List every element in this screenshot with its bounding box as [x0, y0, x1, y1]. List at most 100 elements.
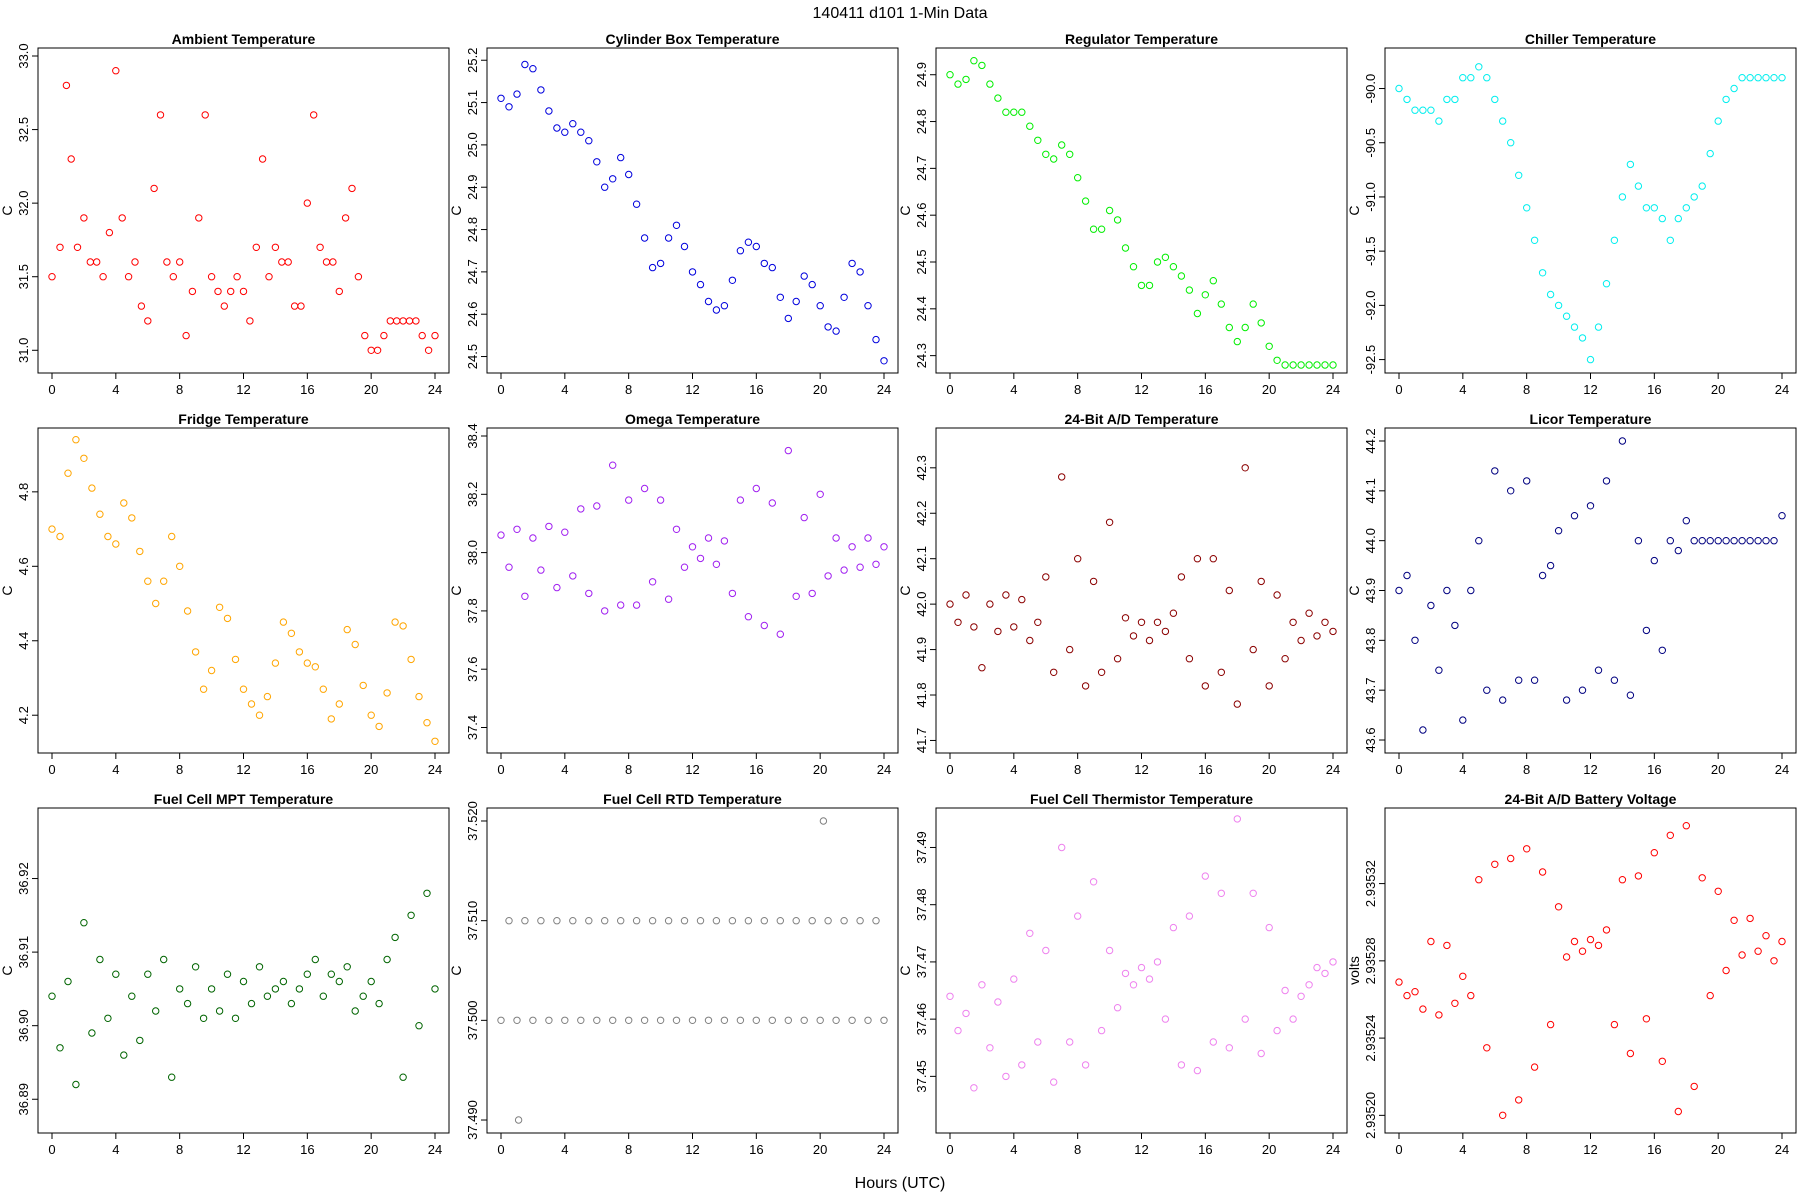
- data-point: [1435, 666, 1443, 674]
- data-point: [1642, 626, 1651, 635]
- y-tick-label: 24.5: [465, 344, 480, 369]
- x-tick-label: 4: [1010, 1142, 1017, 1157]
- data-point: [137, 302, 146, 310]
- data-point: [832, 534, 840, 542]
- data-point: [415, 1021, 423, 1030]
- data-point: [521, 592, 529, 600]
- y-tick-label: 4.6: [16, 557, 31, 575]
- data-point: [1321, 969, 1329, 978]
- data-point: [1515, 1096, 1523, 1104]
- x-tick-label: 0: [946, 1142, 953, 1157]
- x-tick-label: 16: [749, 382, 763, 397]
- y-axis-label: C: [1346, 585, 1362, 595]
- data-point: [319, 992, 327, 1000]
- data-point: [207, 985, 216, 993]
- data-point: [1491, 860, 1499, 868]
- data-point: [1121, 614, 1130, 622]
- data-point: [199, 685, 208, 693]
- y-tick-label: 36.92: [16, 862, 31, 895]
- data-point: [704, 1016, 713, 1024]
- data-point: [120, 499, 128, 507]
- data-point: [1145, 636, 1154, 645]
- data-point: [64, 469, 72, 477]
- chart-panel-8: Licor Temperature 0 4 8 12 16 20 24 43.6 43.7 43.8…: [1346, 411, 1797, 777]
- data-point: [1145, 975, 1154, 983]
- y-tick-label: 31.5: [16, 264, 31, 289]
- data-point: [118, 214, 126, 222]
- data-point: [1018, 108, 1026, 116]
- data-point: [1483, 686, 1491, 694]
- data-point: [680, 917, 689, 925]
- data-point: [1722, 966, 1730, 975]
- y-axis-label: C: [448, 585, 464, 595]
- data-point: [946, 992, 954, 1000]
- data-point: [1706, 149, 1714, 158]
- x-tick-label: 20: [1262, 762, 1276, 777]
- y-tick-label: 44.2: [1363, 428, 1378, 453]
- x-tick-label: 12: [685, 762, 699, 777]
- data-point: [1682, 204, 1691, 212]
- data-point: [816, 490, 824, 498]
- data-point: [1507, 854, 1515, 863]
- data-point: [776, 630, 784, 638]
- x-tick-label: 20: [364, 1142, 378, 1157]
- plot-frame: [935, 427, 1348, 754]
- data-point: [124, 273, 133, 281]
- data-point: [577, 1016, 585, 1024]
- data-point: [1113, 655, 1122, 663]
- data-point: [832, 1016, 840, 1024]
- data-point: [1201, 872, 1210, 880]
- data-point: [80, 214, 88, 222]
- data-point: [760, 917, 768, 925]
- x-tick-label: 8: [625, 382, 632, 397]
- data-point: [152, 599, 160, 608]
- y-tick-label: 42.0: [914, 591, 929, 616]
- data-point: [1411, 106, 1419, 114]
- data-point: [287, 629, 296, 637]
- data-point: [176, 258, 184, 266]
- y-tick-label: 33.0: [16, 43, 31, 68]
- data-point: [792, 917, 800, 925]
- data-point: [405, 317, 414, 325]
- data-point: [1257, 1049, 1265, 1058]
- data-point: [1762, 537, 1770, 545]
- data-point: [1674, 1107, 1683, 1116]
- chart-panel-5: Fridge Temperature 0 4 8 12 16 20 24 4.2 4.4 4.6 4.…: [0, 411, 450, 777]
- panel-title: 24-Bit A/D Temperature: [1064, 411, 1218, 427]
- data-point: [67, 155, 75, 163]
- data-point: [609, 175, 617, 183]
- data-point: [1435, 117, 1443, 125]
- data-point: [816, 1016, 824, 1024]
- data-point: [736, 1016, 745, 1024]
- data-point: [1690, 537, 1698, 545]
- data-point: [391, 618, 399, 626]
- data-point: [1698, 182, 1706, 190]
- data-point: [1002, 1072, 1010, 1081]
- data-point: [56, 1044, 64, 1052]
- data-point: [800, 513, 808, 522]
- x-tick-label: 20: [1711, 1142, 1725, 1157]
- data-point: [1770, 74, 1778, 82]
- data-point: [1066, 1038, 1074, 1046]
- data-point: [48, 525, 56, 533]
- data-point: [1113, 1004, 1122, 1012]
- panel-title: Cylinder Box Temperature: [605, 31, 779, 47]
- data-point: [128, 992, 136, 1000]
- data-point: [1201, 682, 1210, 690]
- data-point: [1523, 204, 1531, 212]
- data-point: [1042, 946, 1050, 955]
- data-point: [1273, 356, 1281, 364]
- data-point: [640, 484, 649, 493]
- data-point: [1177, 272, 1186, 280]
- data-point: [99, 273, 107, 281]
- data-point: [255, 963, 264, 971]
- data-point: [1467, 74, 1475, 82]
- data-point: [56, 532, 64, 541]
- panel-title: Regulator Temperature: [1065, 31, 1218, 47]
- x-tick-label: 20: [1262, 1142, 1276, 1157]
- x-tick-label: 24: [428, 1142, 442, 1157]
- data-point: [160, 577, 168, 585]
- data-point: [1634, 182, 1643, 190]
- y-axis-label: C: [0, 585, 15, 595]
